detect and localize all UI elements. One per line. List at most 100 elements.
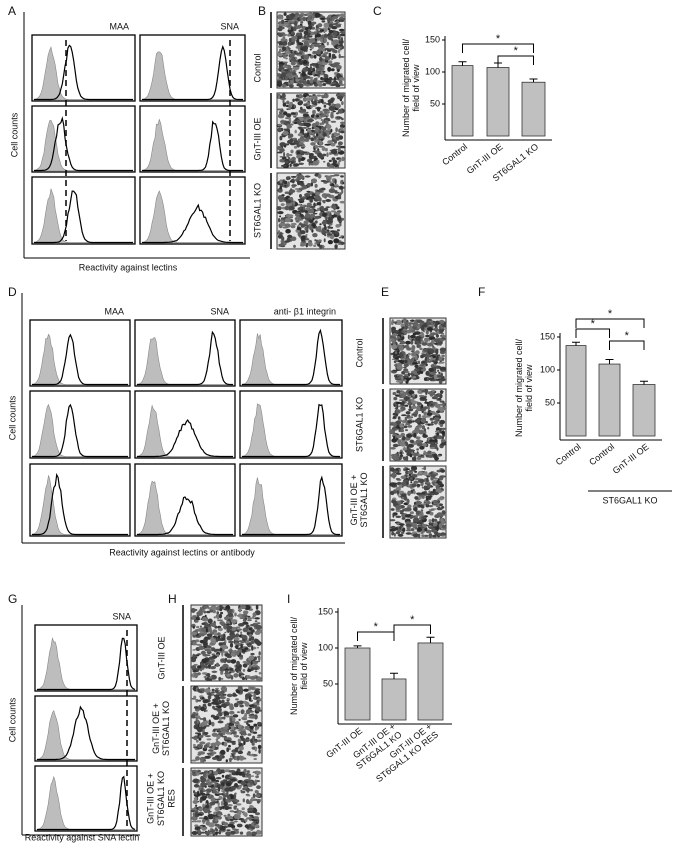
cell <box>409 516 415 518</box>
cell <box>283 152 285 157</box>
cell <box>235 645 238 649</box>
cell <box>441 355 445 357</box>
cell <box>294 163 300 166</box>
cell <box>401 414 407 416</box>
cell <box>429 439 434 442</box>
cell <box>228 629 230 632</box>
cell <box>303 151 307 153</box>
cell <box>421 456 425 458</box>
cell <box>335 179 337 184</box>
cell <box>193 779 199 784</box>
cell <box>244 615 248 617</box>
cell <box>415 373 419 375</box>
cell <box>243 812 247 815</box>
cell <box>409 405 411 408</box>
significance-mark: * <box>608 308 613 320</box>
cell <box>418 496 423 499</box>
cell <box>229 668 234 670</box>
cell <box>295 216 301 221</box>
cell <box>193 746 199 748</box>
cell <box>336 73 340 77</box>
cell <box>403 345 407 347</box>
row-label: GnT-III OE <box>156 636 166 679</box>
cell <box>311 214 314 216</box>
cell <box>417 454 421 456</box>
cell <box>393 321 397 323</box>
cell <box>393 489 396 492</box>
cell <box>332 133 335 136</box>
cell <box>335 232 339 234</box>
cell <box>302 198 304 201</box>
cell <box>441 439 445 442</box>
cell <box>436 334 439 338</box>
cell <box>225 653 231 656</box>
cell <box>243 661 249 663</box>
cell <box>298 29 303 32</box>
panel-label: G <box>8 592 17 606</box>
cell <box>336 24 342 27</box>
cell <box>430 356 433 361</box>
cell <box>255 620 258 622</box>
cell <box>411 345 415 350</box>
cell <box>193 821 199 823</box>
cell <box>430 512 434 516</box>
cell <box>334 212 340 215</box>
cell <box>410 440 415 444</box>
cell <box>281 38 285 42</box>
cell <box>312 22 317 25</box>
cell <box>330 227 333 229</box>
cell <box>238 719 240 721</box>
cell <box>436 366 439 368</box>
cell <box>322 221 327 225</box>
cell <box>290 150 293 154</box>
cell <box>313 78 317 82</box>
cell <box>413 433 416 438</box>
cell <box>249 696 252 701</box>
cell <box>391 473 397 478</box>
cell <box>393 392 397 395</box>
cell <box>437 370 439 372</box>
cell <box>299 127 302 130</box>
cell <box>315 29 318 31</box>
cell <box>204 745 207 749</box>
significance-bracket <box>358 632 395 641</box>
cell <box>282 66 288 68</box>
cell <box>399 484 403 488</box>
cell <box>440 443 446 446</box>
cell <box>216 758 222 761</box>
cell <box>191 617 196 620</box>
cell <box>250 789 253 791</box>
cell <box>242 773 246 777</box>
cell <box>438 398 442 401</box>
cell <box>391 454 397 457</box>
cell <box>413 534 419 538</box>
cell <box>321 99 324 103</box>
cell <box>241 710 244 714</box>
cell <box>421 333 425 337</box>
error-bar <box>530 79 538 82</box>
cell <box>393 436 396 441</box>
cell <box>234 793 236 795</box>
bar <box>522 82 545 136</box>
cell <box>339 186 343 190</box>
cell <box>336 137 340 141</box>
cell <box>424 350 427 352</box>
cell <box>211 829 214 832</box>
cell <box>234 734 237 737</box>
cell <box>229 706 234 710</box>
cell <box>238 671 242 673</box>
cell <box>423 472 428 475</box>
cell <box>340 175 344 177</box>
cell <box>253 724 257 727</box>
cell <box>291 36 297 39</box>
cell <box>334 192 339 194</box>
cell <box>337 46 342 48</box>
cell <box>198 814 203 816</box>
cell <box>251 797 253 800</box>
cell <box>281 84 286 87</box>
cell <box>282 46 286 51</box>
cell <box>421 492 425 495</box>
cell <box>406 377 412 380</box>
cell <box>210 660 214 665</box>
